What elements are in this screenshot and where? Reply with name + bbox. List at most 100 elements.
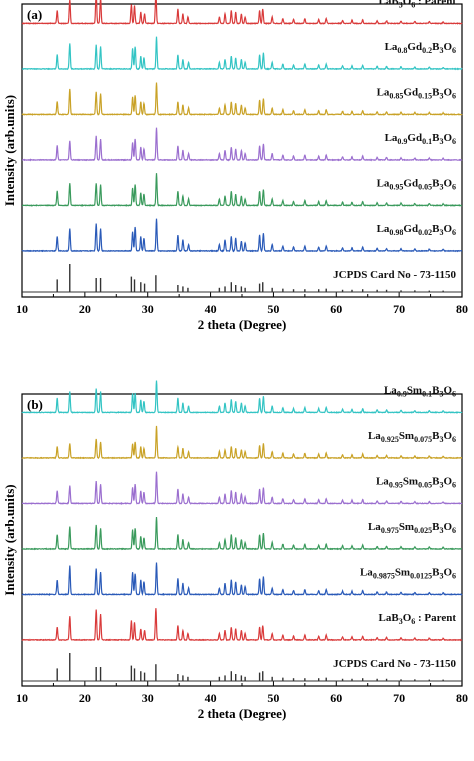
series-label-2: La0.9Gd0.1B3O6 <box>385 132 456 146</box>
series-label-3-part: 0.85 <box>389 92 403 101</box>
series-label-3-part: O <box>443 87 452 99</box>
x-tick-label-70: 70 <box>393 691 405 705</box>
series-label-5-part: : Parent <box>415 0 456 8</box>
series-label-0-part: 3 <box>399 617 403 626</box>
xrd-trace-2 <box>21 516 462 551</box>
series-label-5-part: 0.1 <box>422 390 432 399</box>
series-label-3-part: 0.15 <box>418 92 432 101</box>
series-label-1-part: B <box>432 178 440 190</box>
xrd-trace-2 <box>22 127 463 162</box>
series-label-2-part: Sm <box>399 521 414 533</box>
series-label-3-part: 0.05 <box>418 481 432 490</box>
series-label-0-part: O <box>403 612 412 624</box>
x-tick-label-40: 40 <box>205 302 217 316</box>
series-label-2-part: 3 <box>439 137 443 146</box>
series-label-3-part: Sm <box>403 476 418 488</box>
series-label-3-part: 3 <box>439 92 443 101</box>
series-label-4: La0.925Sm0.075B3O6 <box>368 430 456 444</box>
series-label-0-part: : Parent <box>415 612 456 624</box>
series-label-1-part: Gd <box>403 178 418 190</box>
xrd-trace-0 <box>21 608 463 642</box>
series-label-2-part: B <box>432 132 440 144</box>
series-label-4-part: La <box>385 41 398 53</box>
series-label-1: La0.9875Sm0.0125B3O6 <box>360 567 456 581</box>
series-label-4-part: 6 <box>452 435 456 444</box>
series-label-1-part: La <box>360 567 373 579</box>
series-label-0-part: La <box>377 223 390 235</box>
series-label-5-part: 6 <box>452 390 456 399</box>
series-label-3-part: 6 <box>452 481 456 490</box>
series-label-3-part: La <box>377 87 390 99</box>
series-label-5-part: 6 <box>411 1 415 10</box>
panel-label: (a) <box>27 7 42 22</box>
series-label-2-part: 6 <box>452 526 456 535</box>
x-axis-title: 2 theta (Degree) <box>198 706 287 721</box>
series-label-4-part: Sm <box>399 430 414 442</box>
series-label-5: La0.9Sm0.1B3O6 <box>384 385 456 399</box>
series-label-0-part: 6 <box>452 228 456 237</box>
xrd-trace-1 <box>21 562 463 596</box>
series-label-3-part: B <box>432 87 440 99</box>
series-label-1-part: La <box>377 178 390 190</box>
series-label-4-part: La <box>368 430 381 442</box>
series-label-2-part: 3 <box>439 526 443 535</box>
series-label-4-part: O <box>443 430 452 442</box>
series-label-5-part: O <box>443 385 452 397</box>
xrd-trace-1 <box>21 173 463 207</box>
xrd-trace-3 <box>21 82 463 116</box>
series-label-5: LaB3O6 : Parent <box>379 0 457 10</box>
series-label-1-part: O <box>443 567 452 579</box>
series-label-0-part: 3 <box>439 228 443 237</box>
series-label-4-part: Gd <box>407 41 422 53</box>
series-label-4-part: 0.2 <box>422 46 432 55</box>
series-label-1-part: 3 <box>439 572 443 581</box>
series-label-0-part: O <box>443 223 452 235</box>
series-label-2-part: 0.9 <box>397 137 407 146</box>
series-label-4-part: O <box>443 41 452 53</box>
series-label-5-part: LaB <box>379 0 400 8</box>
series-label-3: La0.85Gd0.15B3O6 <box>377 87 456 101</box>
x-axis-title: 2 theta (Degree) <box>198 317 287 332</box>
series-label-0-part: LaB <box>379 612 400 624</box>
series-label-4-part: B <box>432 430 440 442</box>
reference-label: JCPDS Card No - 73-1150 <box>333 269 456 281</box>
series-label-1-part: 0.9875 <box>373 572 395 581</box>
x-tick-label-30: 30 <box>142 302 154 316</box>
series-label-1-part: 0.05 <box>418 183 432 192</box>
series-label-1-part: 0.95 <box>389 183 403 192</box>
x-tick-label-60: 60 <box>330 302 342 316</box>
series-label-5-part: B <box>432 385 440 397</box>
series-label-0: La0.98Gd0.02B3O6 <box>377 223 456 237</box>
series-label-1-part: B <box>432 567 440 579</box>
x-tick-label-60: 60 <box>330 691 342 705</box>
series-label-3-part: 0.95 <box>389 481 403 490</box>
x-tick-label-70: 70 <box>393 302 405 316</box>
x-tick-label-20: 20 <box>79 302 91 316</box>
xrd-trace-5 <box>21 380 463 414</box>
series-label-4-part: 3 <box>439 46 443 55</box>
series-label-1-part: Sm <box>395 567 410 579</box>
series-label-5-part: O <box>403 0 412 8</box>
series-label-1-part: 6 <box>452 572 456 581</box>
series-label-0-part: B <box>432 223 440 235</box>
xrd-trace-0 <box>21 218 463 253</box>
series-label-2-part: La <box>385 132 398 144</box>
series-label-3-part: B <box>432 476 440 488</box>
series-label-2-part: O <box>443 521 452 533</box>
series-label-1-part: 6 <box>452 183 456 192</box>
series-label-2: La0.975Sm0.025B3O6 <box>368 521 456 535</box>
series-label-2-part: B <box>432 521 440 533</box>
panel-b: (b) 10 20 30 40 50 60 70 80 2 theta (Degree) Inten… <box>2 380 468 721</box>
series-label-1: La0.95Gd0.05B3O6 <box>377 178 456 192</box>
x-tick-label-50: 50 <box>267 691 279 705</box>
y-axis-title: Intensity (arb.units) <box>2 95 17 206</box>
series-label-3-part: La <box>376 476 389 488</box>
series-label-4-part: 0.925 <box>381 435 399 444</box>
series-label-4-part: B <box>432 41 440 53</box>
x-tick-label-10: 10 <box>16 691 28 705</box>
series-label-2-part: Gd <box>407 132 422 144</box>
series-label-3-part: O <box>443 476 452 488</box>
x-tick-label-40: 40 <box>205 691 217 705</box>
series-label-0-part: 0.02 <box>418 228 432 237</box>
